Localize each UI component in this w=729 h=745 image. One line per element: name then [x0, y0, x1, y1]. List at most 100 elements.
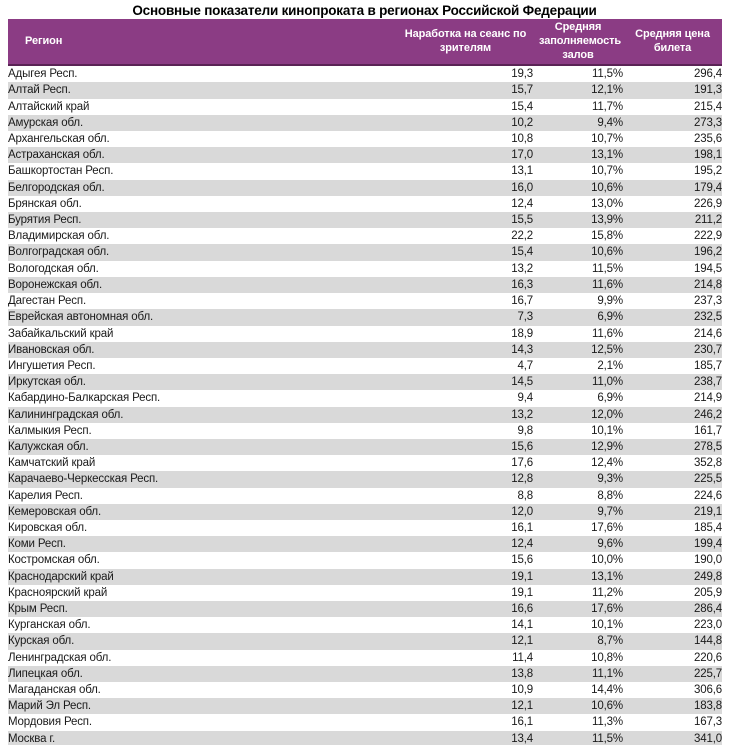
occupancy-cell: 10,1%	[591, 619, 623, 632]
region-cell: Башкортостан Респ.	[8, 165, 114, 178]
per-session-cell: 19,1	[511, 586, 533, 599]
table-row: Марий Эл Респ. 12,1 10,6% 183,8	[8, 698, 722, 715]
region-cell: Мордовия Респ.	[8, 716, 92, 729]
region-cell: Воронежская обл.	[8, 278, 102, 291]
occupancy-cell: 9,9%	[597, 295, 623, 308]
table-row: Владимирская обл. 22,2 15,8% 222,9	[8, 228, 722, 244]
table-row: Ивановская обл. 14,3 12,5% 230,7	[8, 341, 722, 358]
occupancy-cell: 11,6%	[591, 278, 623, 291]
per-session-cell: 12,4	[511, 538, 533, 551]
table-row: Москва г. 13,4 11,5% 341,0	[8, 730, 722, 745]
per-session-cell: 16,7	[511, 295, 533, 308]
region-cell: Марий Эл Респ.	[8, 700, 91, 713]
table-row: Калмыкия Респ. 9,8 10,1% 161,7	[8, 423, 722, 439]
column-header-ticket-price: Средняя цена билета	[623, 19, 722, 67]
per-session-cell: 18,9	[511, 327, 533, 340]
occupancy-cell: 11,2%	[591, 586, 623, 599]
region-cell: Магаданская обл.	[8, 683, 101, 696]
table-row: Вологодская обл. 13,2 11,5% 194,5	[8, 261, 722, 277]
occupancy-cell: 11,6%	[591, 327, 623, 340]
occupancy-cell: 9,7%	[597, 505, 623, 518]
occupancy-cell: 12,9%	[591, 440, 623, 453]
occupancy-cell: 6,9%	[597, 311, 623, 324]
per-session-cell: 7,3	[517, 311, 533, 324]
header-row: Регион Наработка на сеанс по зрителям Ср…	[8, 19, 722, 67]
region-cell: Кемеровская обл.	[8, 505, 101, 518]
region-cell: Карелия Респ.	[8, 489, 83, 502]
per-session-cell: 4,7	[517, 359, 533, 372]
ticket-price-cell: 296,4	[693, 68, 722, 81]
occupancy-cell: 8,7%	[597, 635, 623, 648]
region-cell: Дагестан Респ.	[8, 295, 86, 308]
ticket-price-cell: 230,7	[693, 343, 722, 356]
per-session-cell: 13,8	[511, 667, 533, 680]
table-row: Карачаево-Черкесская Респ. 12,8 9,3% 225…	[8, 471, 722, 488]
occupancy-cell: 9,6%	[597, 538, 623, 551]
ticket-price-cell: 215,4	[693, 100, 722, 113]
ticket-price-cell: 222,9	[693, 230, 722, 243]
occupancy-cell: 12,4%	[591, 457, 623, 470]
per-session-cell: 12,0	[511, 505, 533, 518]
occupancy-cell: 11,1%	[591, 667, 623, 680]
column-header-per-session: Наработка на сеанс по зрителям	[398, 19, 533, 67]
occupancy-cell: 13,0%	[591, 197, 623, 210]
ticket-price-cell: 226,9	[693, 197, 722, 210]
table-row: Кемеровская обл. 12,0 9,7% 219,1	[8, 503, 722, 520]
ticket-price-cell: 232,5	[693, 311, 722, 324]
region-cell: Вологодская обл.	[8, 262, 99, 275]
table-row: Иркутская обл. 14,5 11,0% 238,7	[8, 374, 722, 391]
occupancy-cell: 6,9%	[597, 392, 623, 405]
column-header-occupancy: Средняя заполняемость залов	[533, 19, 623, 67]
per-session-cell: 15,6	[511, 554, 533, 567]
occupancy-cell: 11,5%	[591, 262, 623, 275]
occupancy-cell: 10,0%	[591, 554, 623, 567]
ticket-price-cell: 219,1	[693, 505, 722, 518]
ticket-price-cell: 235,6	[693, 133, 722, 146]
per-session-cell: 16,1	[511, 716, 533, 729]
table-row: Воронежская обл. 16,3 11,6% 214,8	[8, 276, 722, 294]
per-session-cell: 22,2	[511, 230, 533, 243]
region-cell: Кабардино-Балкарская Респ.	[8, 392, 161, 405]
ticket-price-cell: 167,3	[693, 716, 722, 729]
per-session-cell: 16,1	[511, 521, 533, 534]
ticket-price-cell: 194,5	[693, 262, 722, 275]
table-row: Астраханская обл. 17,0 13,1% 198,1	[8, 147, 722, 164]
table-row: Башкортостан Респ. 13,1 10,7% 195,2	[8, 163, 722, 179]
occupancy-cell: 10,1%	[591, 424, 623, 437]
occupancy-cell: 8,8%	[597, 489, 623, 502]
per-session-cell: 8,8	[517, 489, 533, 502]
per-session-cell: 16,0	[511, 181, 533, 194]
occupancy-cell: 14,4%	[591, 683, 623, 696]
page-title: Основные показатели кинопроката в регион…	[132, 3, 597, 18]
region-cell: Калмыкия Респ.	[8, 424, 92, 437]
ticket-price-cell: 278,5	[693, 440, 722, 453]
region-cell: Брянская обл.	[8, 197, 82, 210]
region-cell: Алтай Респ.	[8, 84, 71, 97]
table-row: Коми Респ. 12,4 9,6% 199,4	[8, 536, 722, 553]
region-cell: Архангельская обл.	[8, 133, 110, 146]
table-row: Амурская обл. 10,2 9,4% 273,3	[8, 114, 722, 132]
table-row: Крым Респ. 16,6 17,6% 286,4	[8, 600, 722, 618]
per-session-cell: 14,3	[511, 343, 533, 356]
per-session-cell: 9,4	[517, 392, 533, 405]
table-row: Калининградская обл. 13,2 12,0% 246,2	[8, 406, 722, 423]
per-session-cell: 10,2	[511, 116, 533, 129]
table-row: Алтай Респ. 15,7 12,1% 191,3	[8, 82, 722, 99]
per-session-cell: 15,7	[511, 84, 533, 97]
per-session-cell: 19,1	[511, 570, 533, 583]
occupancy-cell: 12,5%	[591, 343, 623, 356]
per-session-cell: 14,5	[511, 376, 533, 389]
ticket-price-cell: 224,6	[693, 489, 722, 502]
region-cell: Владимирская обл.	[8, 230, 110, 243]
ticket-price-cell: 306,6	[693, 683, 722, 696]
table-row: Архангельская обл. 10,8 10,7% 235,6	[8, 131, 722, 147]
table-row: Калужская обл. 15,6 12,9% 278,5	[8, 438, 722, 456]
ticket-price-cell: 246,2	[693, 408, 722, 421]
table-row: Ленинградская обл. 11,4 10,8% 220,6	[8, 650, 722, 666]
table-row: Еврейская автономная обл. 7,3 6,9% 232,5	[8, 309, 722, 326]
region-cell: Волгоградская обл.	[8, 246, 110, 259]
region-cell: Краснодарский край	[8, 570, 114, 583]
per-session-cell: 12,4	[511, 197, 533, 210]
occupancy-cell: 10,6%	[591, 181, 623, 194]
occupancy-cell: 10,6%	[591, 700, 623, 713]
